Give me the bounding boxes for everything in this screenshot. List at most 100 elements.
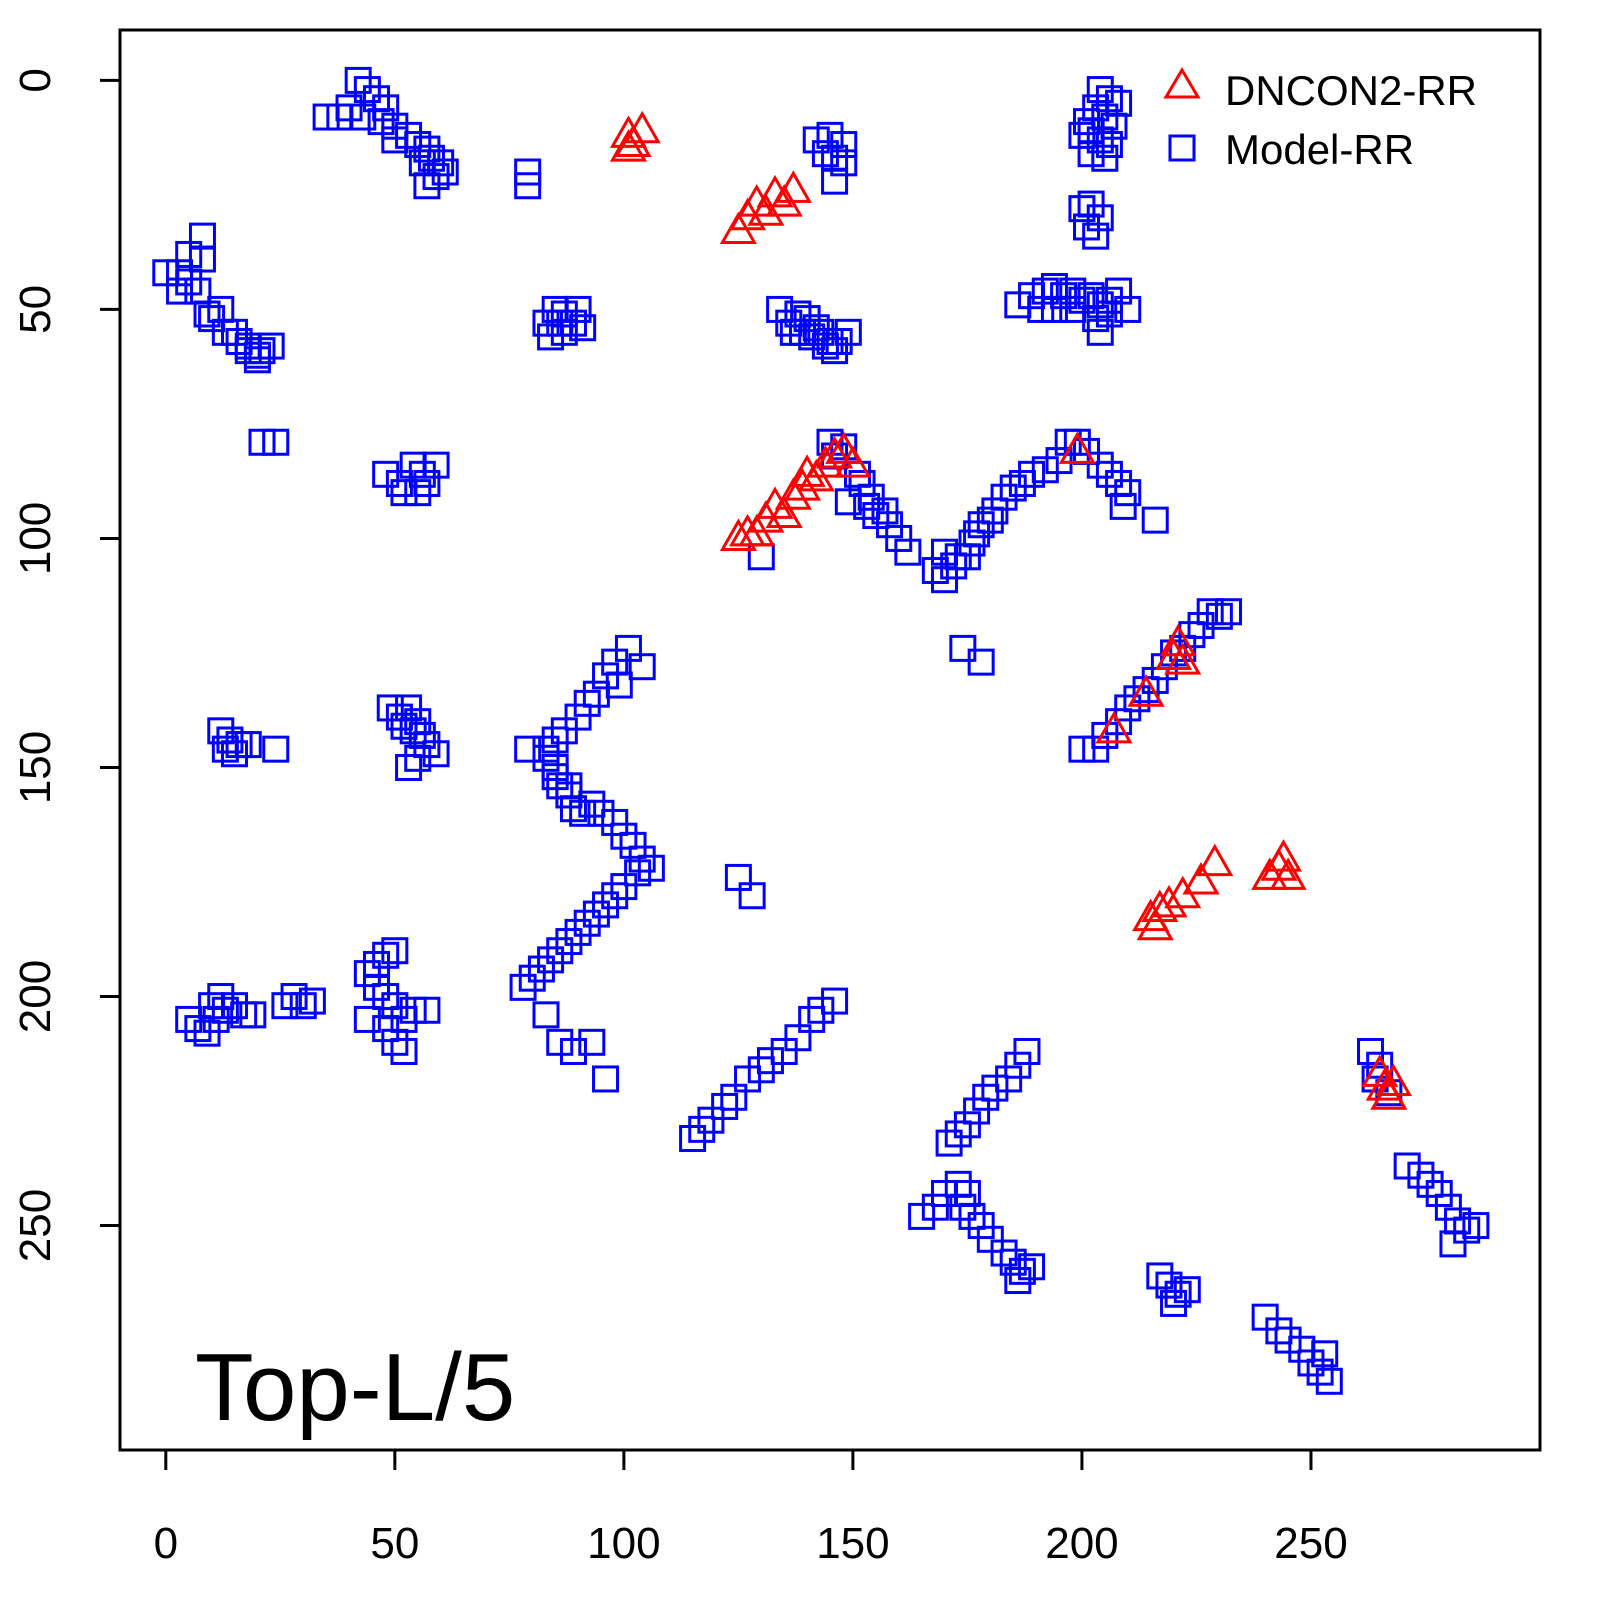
model-rr-point xyxy=(1462,1212,1490,1240)
model-rr-point xyxy=(211,735,239,763)
model-rr-point xyxy=(944,1120,972,1148)
y-tick-label: 100 xyxy=(11,502,60,575)
model-rr-point xyxy=(518,964,546,992)
model-rr-point xyxy=(1059,277,1087,305)
model-rr-point xyxy=(372,941,400,969)
model-rr-point xyxy=(541,726,569,754)
model-rr-point xyxy=(1073,213,1101,241)
model-rr-point xyxy=(408,460,436,488)
model-rr-point xyxy=(1114,694,1142,722)
model-rr-point xyxy=(601,648,629,676)
model-rr-point xyxy=(211,996,239,1024)
model-rr-point xyxy=(1265,1317,1293,1345)
model-rr-point xyxy=(1086,451,1114,479)
model-rr-point xyxy=(514,735,542,763)
model-rr-point xyxy=(1027,295,1055,323)
model-rr-point xyxy=(1004,291,1032,319)
y-tick-label: 50 xyxy=(11,285,60,334)
model-rr-point xyxy=(592,662,620,690)
model-rr-point xyxy=(724,863,752,891)
model-rr-point xyxy=(1095,85,1123,113)
model-rr-point xyxy=(262,735,290,763)
model-rr-point xyxy=(1059,295,1087,323)
model-rr-point xyxy=(1086,126,1114,154)
model-rr-point xyxy=(1095,286,1123,314)
y-tick-label: 200 xyxy=(11,960,60,1033)
model-rr-point xyxy=(1068,286,1096,314)
model-rr-point xyxy=(363,950,391,978)
model-rr-point xyxy=(1004,1267,1032,1295)
model-rr-point xyxy=(756,1047,784,1075)
model-rr-point xyxy=(697,1106,725,1134)
model-rr-point xyxy=(152,259,180,287)
model-rr-point xyxy=(541,763,569,791)
model-rr-point xyxy=(1205,602,1233,630)
model-rr-point xyxy=(972,1083,1000,1111)
model-rr-point xyxy=(312,103,340,131)
model-rr-point xyxy=(1086,318,1114,346)
model-rr-point xyxy=(326,103,354,131)
model-rr-point xyxy=(243,346,271,374)
model-rr-point xyxy=(976,1225,1004,1253)
x-tick-label: 250 xyxy=(1274,1519,1347,1568)
model-rr-point xyxy=(582,680,610,708)
model-rr-point xyxy=(514,172,542,200)
model-rr-point xyxy=(1434,1193,1462,1221)
model-rr-point xyxy=(221,318,249,346)
model-rr-point xyxy=(1160,1289,1188,1317)
model-rr-point xyxy=(949,1193,977,1221)
model-rr-point xyxy=(637,854,665,882)
model-rr-point xyxy=(1407,1161,1435,1189)
model-rr-point xyxy=(1114,295,1142,323)
model-rr-point xyxy=(811,332,839,360)
model-rr-point xyxy=(1095,131,1123,159)
model-rr-point xyxy=(610,873,638,901)
model-rr-point xyxy=(944,1170,972,1198)
model-rr-point xyxy=(546,937,574,965)
dncon2-rr-point xyxy=(623,110,661,144)
model-rr-point xyxy=(1086,291,1114,319)
model-rr-point xyxy=(363,85,391,113)
model-rr-point xyxy=(289,992,317,1020)
model-rr-point xyxy=(353,960,381,988)
model-rr-point xyxy=(853,492,881,520)
model-rr-point xyxy=(559,309,587,337)
y-tick-label: 150 xyxy=(11,731,60,804)
model-rr-point xyxy=(981,497,1009,525)
model-rr-point xyxy=(958,1202,986,1230)
model-rr-point xyxy=(532,1001,560,1029)
model-rr-point xyxy=(1068,195,1096,223)
model-rr-point xyxy=(601,882,629,910)
model-rr-point xyxy=(1141,506,1169,534)
model-rr-point xyxy=(894,538,922,566)
model-rr-point xyxy=(628,653,656,681)
model-rr-point xyxy=(990,483,1018,511)
model-rr-point xyxy=(931,566,959,594)
dncon2-rr-point xyxy=(1136,907,1174,941)
model-rr-point xyxy=(738,882,766,910)
model-rr-point xyxy=(564,918,592,946)
x-tick-label: 0 xyxy=(154,1519,178,1568)
model-rr-point xyxy=(527,955,555,983)
model-rr-point xyxy=(921,557,949,585)
model-rr-point xyxy=(559,1037,587,1065)
model-rr-point xyxy=(564,703,592,731)
model-rr-point xyxy=(807,318,835,346)
legend-dncon2-rr-label: DNCON2-RR xyxy=(1225,67,1477,114)
model-rr-point xyxy=(688,1115,716,1143)
model-rr-point xyxy=(1082,222,1110,250)
model-rr-point xyxy=(775,309,803,337)
model-rr-point xyxy=(958,529,986,557)
model-rr-point xyxy=(821,987,849,1015)
model-rr-point xyxy=(624,859,652,887)
model-rr-point xyxy=(1155,1271,1183,1299)
model-rr-point xyxy=(166,277,194,305)
model-rr-point xyxy=(1178,621,1206,649)
model-rr-point xyxy=(1095,300,1123,328)
y-axis: 0 50 100 150 200 250 xyxy=(11,68,122,1262)
model-rr-point xyxy=(592,891,620,919)
model-rr-point xyxy=(1031,277,1059,305)
model-rr-point xyxy=(830,149,858,177)
model-rr-point xyxy=(381,1028,409,1056)
model-rr-point xyxy=(821,167,849,195)
